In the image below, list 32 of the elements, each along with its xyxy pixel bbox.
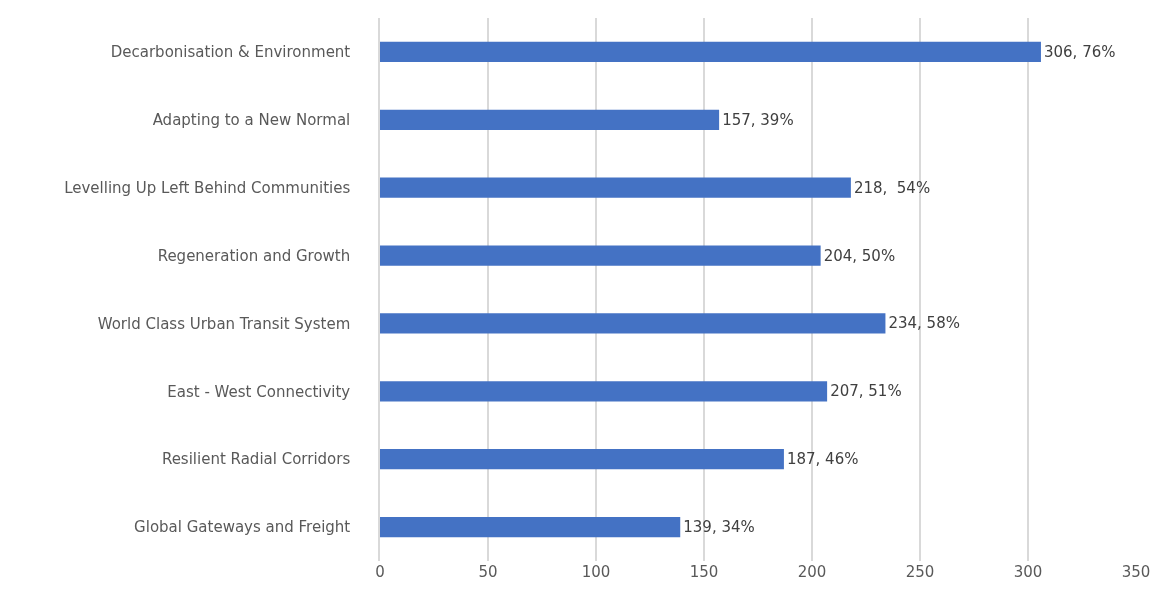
- bar: [380, 109, 720, 130]
- y-tick-label: Levelling Up Left Behind Communities: [64, 178, 351, 197]
- bar: [380, 381, 828, 402]
- x-tick-label: 200: [797, 563, 827, 581]
- data-label: 218, 54%: [853, 178, 931, 197]
- x-tick-label: 150: [689, 563, 719, 581]
- bar: [380, 313, 886, 334]
- bar: [380, 245, 821, 266]
- y-tick-label: Regeneration and Growth: [157, 246, 351, 265]
- data-label: 306, 76%: [1043, 42, 1116, 61]
- x-tick-label: 0: [375, 563, 385, 581]
- x-tick-label: 250: [905, 563, 935, 581]
- bar: [380, 177, 851, 198]
- bar: [380, 41, 1041, 63]
- y-tick-label: Global Gateways and Freight: [134, 518, 351, 537]
- y-tick-label: Decarbonisation & Environment: [110, 43, 351, 62]
- y-tick-label: Resilient Radial Corridors: [161, 450, 351, 469]
- bar: [380, 516, 681, 538]
- data-label: 139, 34%: [683, 518, 755, 537]
- x-tick-label: 100: [581, 563, 611, 581]
- x-tick-label: 350: [1121, 563, 1151, 581]
- bar: [380, 449, 784, 470]
- data-label: 234, 58%: [888, 314, 960, 333]
- data-label: 207, 51%: [830, 382, 902, 401]
- data-label: 187, 46%: [786, 450, 859, 469]
- x-tick-label: 50: [478, 563, 498, 581]
- data-label: 157, 39%: [722, 110, 794, 129]
- data-label: 204, 50%: [823, 246, 896, 265]
- x-tick-label: 300: [1013, 563, 1043, 581]
- y-tick-label: World Class Urban Transit System: [97, 314, 351, 333]
- y-tick-label: Adapting to a New Normal: [152, 111, 351, 130]
- y-tick-label: East - West Connectivity: [167, 382, 351, 401]
